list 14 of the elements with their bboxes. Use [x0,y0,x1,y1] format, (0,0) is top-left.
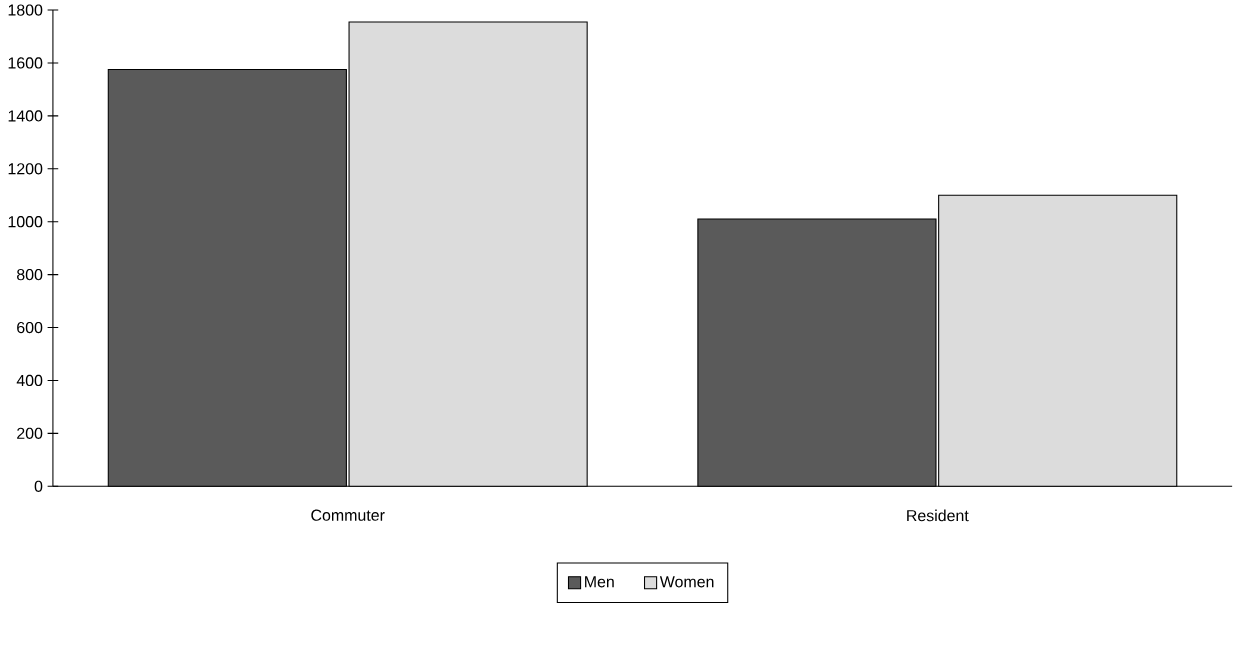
legend-label: Women [659,576,714,588]
y-tick-label: 600 [17,321,43,334]
y-tick-label: 1000 [8,216,43,228]
x-tick-label: Commuter [311,509,385,521]
legend-label: Men [585,576,614,588]
y-tick-label: 1600 [8,57,43,69]
y-tick-label: 1400 [8,110,43,122]
y-tick-label: 200 [17,427,43,439]
y-tick-label: 1200 [8,163,43,175]
y-tick-label: 400 [16,374,43,387]
y-tick-label: 1800 [8,4,43,16]
y-tick-label: 0 [34,480,43,492]
x-tick-label: Resident [907,509,969,522]
y-tick-label: 800 [17,268,43,281]
